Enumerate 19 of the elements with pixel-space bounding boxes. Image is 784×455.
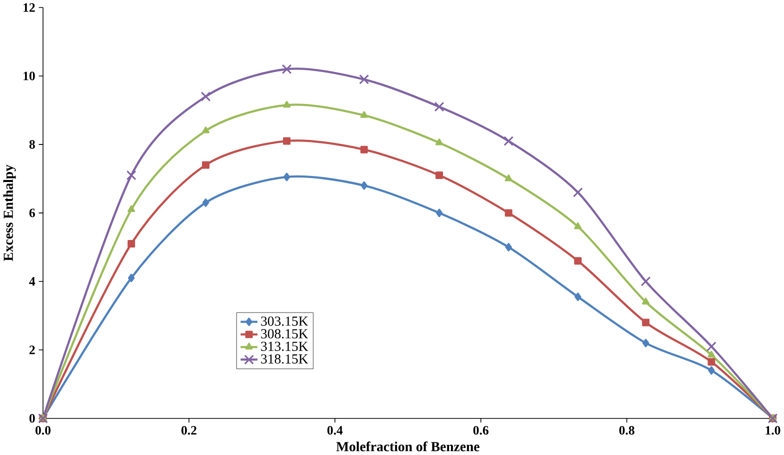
x-tick-label: 0.4 (327, 426, 343, 435)
y-tick-label: 10 (24, 72, 35, 81)
x-tick-label: 0.2 (181, 426, 196, 435)
legend-label: 313.15K (261, 342, 308, 352)
x-tick-label: 0.0 (36, 426, 51, 435)
legend-label: 303.15K (261, 316, 308, 326)
y-tick-label: 2 (30, 346, 35, 354)
y-tick-label: 0 (29, 414, 35, 423)
x-tick-label: 1.0 (766, 426, 780, 435)
legend-label: 318.15K (261, 354, 308, 364)
y-tick-label: 8 (29, 140, 35, 149)
y-axis-title: Excess Enthalpy (3, 164, 16, 262)
y-tick-label: 4 (29, 277, 36, 286)
x-tick-label: 0.8 (619, 426, 634, 435)
legend-label: 308.15K (261, 329, 308, 339)
x-tick-label: 0.6 (473, 426, 488, 435)
x-axis-title: Molefraction of Benzene (336, 442, 480, 452)
y-tick-label: 12 (24, 3, 35, 12)
y-tick-label: 6 (29, 208, 35, 218)
